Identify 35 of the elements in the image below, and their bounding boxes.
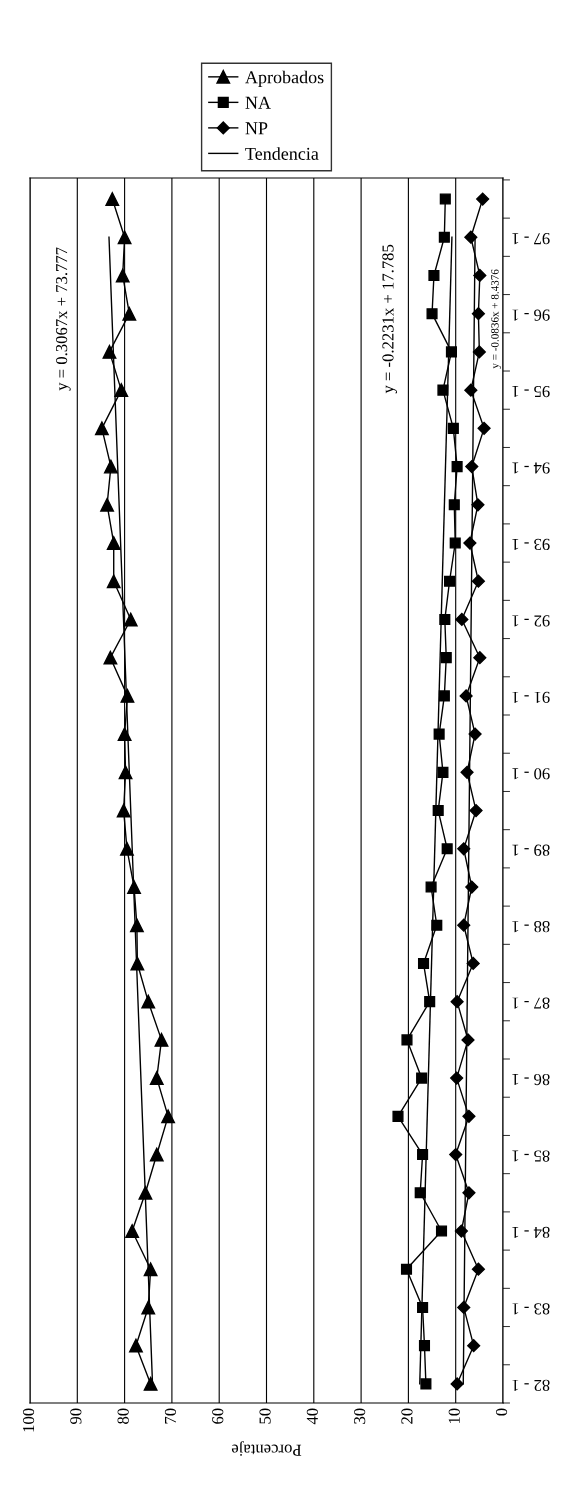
y-tick-label: 88 - 1: [512, 921, 550, 933]
x-tick-label: 0: [495, 1408, 508, 1416]
x-tick-label: 20: [401, 1408, 413, 1424]
y-tick-label: 97 - 1: [512, 233, 550, 245]
y-tick-label: 90 - 1: [512, 768, 550, 780]
y-tick-label: 95 - 1: [512, 385, 550, 398]
y-tick-label: 86 - 1: [512, 1073, 550, 1086]
legend-label: Aprobados: [245, 70, 324, 88]
x-tick-label: 10: [448, 1408, 460, 1424]
y-tick-label: 92 - 1: [512, 615, 550, 627]
x-tick-label: 40: [306, 1408, 318, 1425]
y-tick-label: 93 - 1: [512, 538, 550, 551]
x-tick-label: 100: [22, 1408, 35, 1432]
legend-label: NP: [245, 122, 268, 135]
x-tick-label: 80: [117, 1408, 129, 1424]
annotation: y = -0.0836x + 8.4376: [491, 269, 501, 369]
y-tick-label: 82 - 1: [512, 1379, 550, 1391]
y-tick-label: 83 - 1: [512, 1303, 550, 1315]
y-tick-label: 96 - 1: [512, 309, 550, 321]
annotation: y = -0.2231x + 17.785: [382, 244, 398, 394]
x-tick-label: 90: [70, 1408, 82, 1424]
legend-label: NA: [245, 96, 271, 109]
y-tick-label: 91 - 1: [512, 691, 550, 703]
y-tick-label: 85 - 1: [512, 1150, 550, 1162]
x-axis-title: Porcentaje: [231, 1441, 302, 1456]
legend-label: Tendencia: [245, 147, 319, 160]
y-tick-label: 84 - 1: [512, 1226, 550, 1239]
annotation: y = 0.3067x + 73.777: [55, 247, 71, 391]
y-tick-label: 94 - 1: [512, 462, 550, 474]
x-tick-label: 60: [212, 1408, 224, 1424]
x-tick-label: 70: [164, 1408, 177, 1424]
x-tick-label: 30: [354, 1408, 366, 1424]
y-tick-label: 87 - 1: [512, 997, 550, 1009]
y-tick-label: 89 - 1: [512, 844, 550, 856]
x-tick-label: 50: [259, 1408, 271, 1424]
